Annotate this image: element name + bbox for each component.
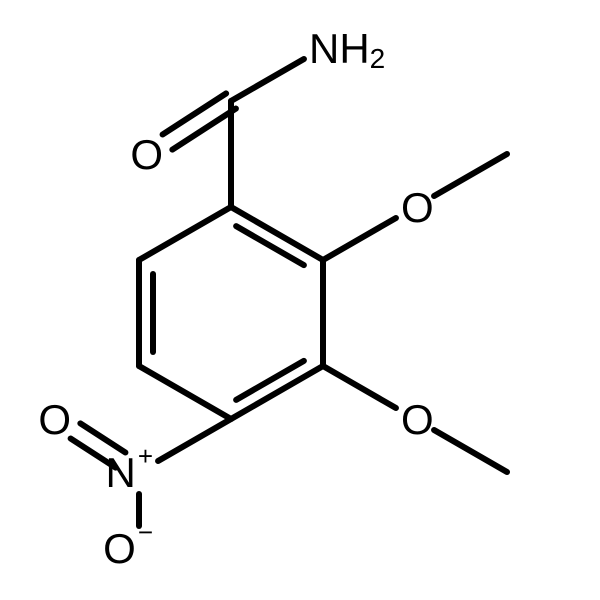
svg-text:O: O: [401, 184, 434, 231]
svg-text:O−: O−: [103, 517, 153, 572]
svg-text:O: O: [38, 396, 71, 443]
chemical-structure-svg: O NH2 O O N+ O O−: [0, 0, 600, 600]
svg-text:N+: N+: [105, 441, 153, 496]
svg-text:NH2: NH2: [309, 25, 385, 74]
svg-text:O: O: [401, 396, 434, 443]
svg-text:O: O: [130, 131, 163, 178]
